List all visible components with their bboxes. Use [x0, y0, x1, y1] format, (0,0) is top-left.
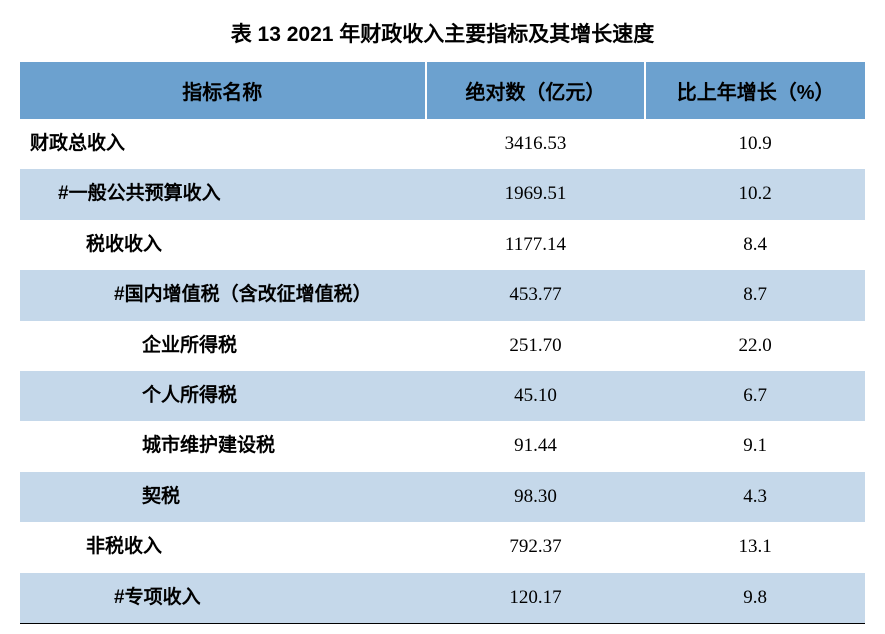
table-row: #专项收入120.179.8	[20, 573, 865, 624]
row-name: 税收收入	[20, 220, 426, 270]
row-pct: 13.1	[645, 522, 865, 572]
row-pct: 4.3	[645, 472, 865, 522]
row-name: #一般公共预算收入	[20, 169, 426, 219]
table-row: 财政总收入3416.5310.9	[20, 119, 865, 169]
table-row: 税收收入1177.148.4	[20, 220, 865, 270]
row-value: 251.70	[426, 321, 646, 371]
row-value: 1969.51	[426, 169, 646, 219]
row-pct: 22.0	[645, 321, 865, 371]
row-pct: 8.7	[645, 270, 865, 320]
table-row: 契税98.304.3	[20, 472, 865, 522]
table-row: #一般公共预算收入1969.5110.2	[20, 169, 865, 219]
row-pct: 6.7	[645, 371, 865, 421]
col-header-value: 绝对数（亿元）	[426, 62, 646, 119]
table-row: 个人所得税45.106.7	[20, 371, 865, 421]
row-name: 企业所得税	[20, 321, 426, 371]
table-header-row: 指标名称 绝对数（亿元） 比上年增长（%）	[20, 62, 865, 119]
row-value: 1177.14	[426, 220, 646, 270]
table-row: 企业所得税251.7022.0	[20, 321, 865, 371]
row-pct: 10.2	[645, 169, 865, 219]
row-name: 非税收入	[20, 522, 426, 572]
table-row: #国内增值税（含改征增值税）453.778.7	[20, 270, 865, 320]
row-value: 3416.53	[426, 119, 646, 169]
row-name: 个人所得税	[20, 371, 426, 421]
row-name: #国内增值税（含改征增值税）	[20, 270, 426, 320]
row-name: 财政总收入	[20, 119, 426, 169]
row-value: 91.44	[426, 421, 646, 471]
table-row: 非税收入792.3713.1	[20, 522, 865, 572]
row-value: 453.77	[426, 270, 646, 320]
table-body: 财政总收入3416.5310.9#一般公共预算收入1969.5110.2税收收入…	[20, 119, 865, 623]
table-row: 城市维护建设税91.449.1	[20, 421, 865, 471]
row-name: 契税	[20, 472, 426, 522]
row-pct: 9.1	[645, 421, 865, 471]
col-header-name: 指标名称	[20, 62, 426, 119]
row-value: 792.37	[426, 522, 646, 572]
row-name: 城市维护建设税	[20, 421, 426, 471]
row-pct: 8.4	[645, 220, 865, 270]
col-header-pct: 比上年增长（%）	[645, 62, 865, 119]
table-title: 表 13 2021 年财政收入主要指标及其增长速度	[20, 10, 865, 62]
row-pct: 9.8	[645, 573, 865, 624]
fiscal-table: 指标名称 绝对数（亿元） 比上年增长（%） 财政总收入3416.5310.9#一…	[20, 62, 865, 624]
row-value: 98.30	[426, 472, 646, 522]
row-name: #专项收入	[20, 573, 426, 624]
row-value: 120.17	[426, 573, 646, 624]
row-value: 45.10	[426, 371, 646, 421]
row-pct: 10.9	[645, 119, 865, 169]
